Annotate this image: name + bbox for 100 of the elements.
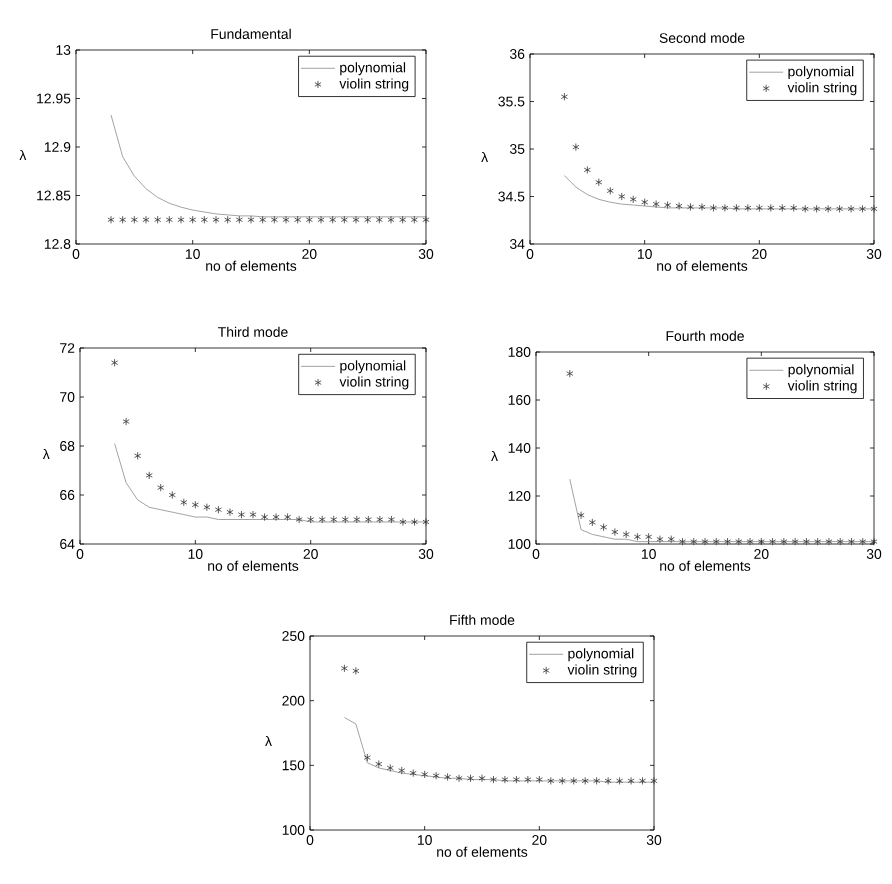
point bbox=[641, 198, 649, 207]
point bbox=[122, 417, 130, 426]
point bbox=[767, 203, 775, 212]
point bbox=[870, 537, 878, 546]
point bbox=[340, 664, 348, 673]
point bbox=[261, 513, 269, 522]
point bbox=[444, 772, 452, 781]
point bbox=[318, 515, 326, 524]
point bbox=[698, 202, 706, 211]
point bbox=[847, 537, 855, 546]
point bbox=[295, 515, 303, 524]
point bbox=[709, 203, 717, 212]
point bbox=[790, 203, 798, 212]
point bbox=[145, 471, 153, 480]
point bbox=[581, 776, 589, 785]
point bbox=[566, 369, 574, 378]
point bbox=[203, 503, 211, 512]
point bbox=[111, 358, 119, 367]
point bbox=[363, 753, 371, 762]
point bbox=[284, 513, 292, 522]
point bbox=[422, 517, 430, 526]
point bbox=[535, 775, 543, 784]
point bbox=[558, 776, 566, 785]
point bbox=[570, 776, 578, 785]
point bbox=[802, 537, 810, 546]
point bbox=[409, 769, 417, 778]
point bbox=[801, 204, 809, 213]
point bbox=[191, 500, 199, 509]
point bbox=[744, 203, 752, 212]
point bbox=[721, 203, 729, 212]
point bbox=[237, 510, 245, 519]
point bbox=[249, 510, 257, 519]
point bbox=[432, 771, 440, 780]
point bbox=[859, 204, 867, 213]
point bbox=[627, 776, 635, 785]
point bbox=[214, 505, 222, 514]
point bbox=[814, 537, 822, 546]
point bbox=[629, 195, 637, 204]
point bbox=[583, 165, 591, 174]
point bbox=[687, 202, 695, 211]
point bbox=[769, 537, 777, 546]
point bbox=[778, 203, 786, 212]
point bbox=[859, 537, 867, 546]
point bbox=[701, 537, 709, 546]
point bbox=[824, 204, 832, 213]
point bbox=[593, 776, 601, 785]
point bbox=[501, 775, 509, 784]
point bbox=[467, 774, 475, 783]
point bbox=[645, 532, 653, 541]
point bbox=[633, 532, 641, 541]
point bbox=[307, 515, 315, 524]
point bbox=[364, 515, 372, 524]
point bbox=[712, 537, 720, 546]
point bbox=[330, 515, 338, 524]
point bbox=[678, 537, 686, 546]
point bbox=[616, 776, 624, 785]
point bbox=[675, 202, 683, 210]
point bbox=[732, 203, 740, 212]
point bbox=[455, 774, 463, 783]
point bbox=[352, 666, 360, 675]
point bbox=[622, 530, 630, 539]
point bbox=[134, 451, 142, 460]
point bbox=[375, 760, 383, 769]
point bbox=[398, 766, 406, 775]
point bbox=[757, 537, 765, 546]
point bbox=[180, 498, 188, 507]
point bbox=[524, 775, 532, 784]
point bbox=[157, 483, 165, 492]
point bbox=[410, 517, 418, 526]
point bbox=[611, 528, 619, 537]
point bbox=[588, 518, 596, 527]
point bbox=[577, 511, 585, 520]
point bbox=[226, 508, 234, 517]
point bbox=[376, 515, 384, 524]
point bbox=[652, 200, 660, 209]
point bbox=[690, 537, 698, 546]
point bbox=[606, 186, 614, 195]
point bbox=[341, 515, 349, 524]
point bbox=[791, 537, 799, 546]
point bbox=[547, 776, 555, 785]
point bbox=[870, 204, 878, 213]
point bbox=[600, 523, 608, 532]
point bbox=[664, 201, 672, 210]
point bbox=[478, 774, 486, 783]
point bbox=[168, 491, 176, 499]
point bbox=[836, 537, 844, 546]
point bbox=[667, 535, 675, 544]
point bbox=[353, 515, 361, 524]
point bbox=[656, 535, 664, 544]
point bbox=[746, 537, 754, 546]
point bbox=[595, 178, 603, 187]
point bbox=[735, 537, 743, 546]
point bbox=[421, 770, 429, 779]
point bbox=[399, 517, 407, 526]
point bbox=[836, 204, 844, 213]
point bbox=[272, 513, 280, 522]
point bbox=[825, 537, 833, 546]
point bbox=[724, 537, 732, 546]
point bbox=[847, 204, 855, 213]
point bbox=[618, 192, 626, 201]
